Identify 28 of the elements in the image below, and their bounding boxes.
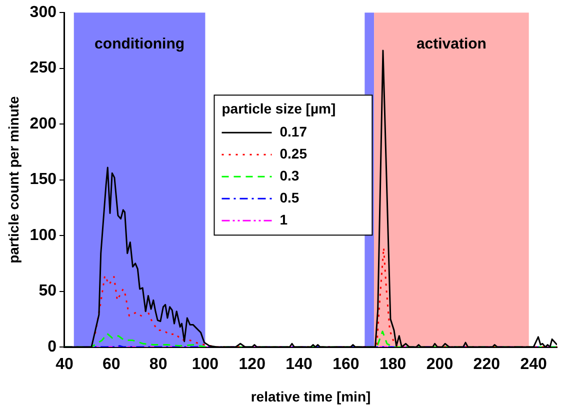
legend-label: 0.3 (280, 167, 300, 184)
legend-title: particle size [µm] (222, 100, 336, 116)
y-tick-label: 0 (48, 338, 57, 356)
y-tick-label: 50 (38, 282, 57, 300)
y-tick-label: 200 (30, 115, 57, 132)
legend-label: 0.5 (280, 189, 300, 206)
x-tick-label: 240 (520, 356, 547, 374)
x-tick-label: 120 (238, 356, 266, 374)
y-tick-label: 300 (30, 4, 57, 22)
x-tick-label: 140 (286, 356, 312, 374)
band-label: conditioning (94, 36, 185, 53)
x-tick-label: 60 (102, 356, 120, 374)
x-axis-title: relative time [min] (250, 388, 371, 404)
legend-label: 0.17 (280, 123, 308, 140)
y-tick-label: 150 (30, 171, 57, 188)
x-tick-label: 100 (192, 356, 219, 374)
x-tick-label: 40 (56, 356, 74, 374)
x-tick-label: 200 (426, 356, 454, 374)
y-tick-label: 100 (30, 226, 57, 244)
x-tick-label: 220 (473, 356, 500, 374)
y-axis-title: particle count per minute (5, 96, 22, 264)
legend-label: 0.25 (280, 145, 308, 162)
x-tick-label: 80 (149, 356, 168, 374)
x-tick-label: 160 (332, 356, 360, 374)
y-tick-label: 250 (30, 60, 57, 77)
x-tick-label: 180 (379, 356, 406, 374)
band-label: activation (416, 36, 486, 53)
legend-label: 1 (280, 211, 288, 228)
